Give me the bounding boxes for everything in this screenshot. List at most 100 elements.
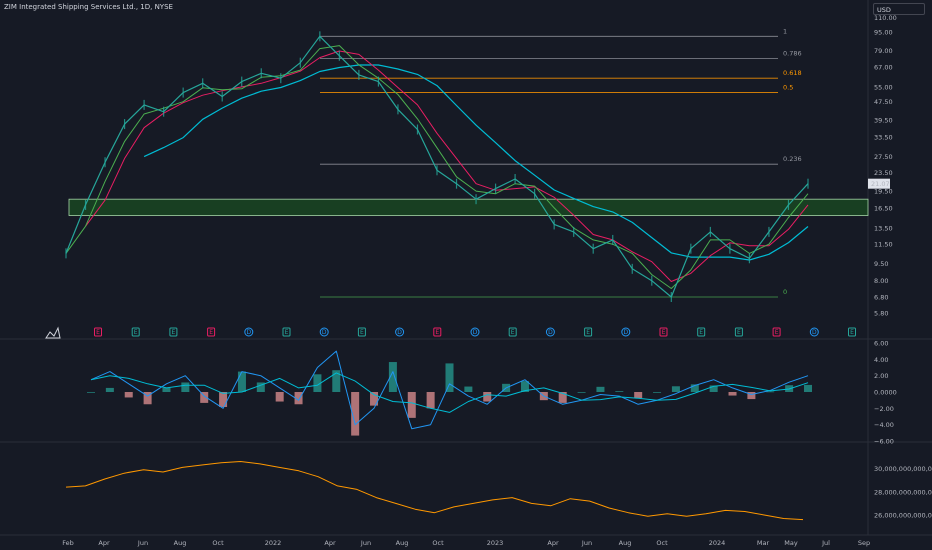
- event-marker-label: E: [850, 329, 854, 336]
- macd-histogram-bar: [332, 370, 341, 392]
- signal-line: [90, 372, 809, 413]
- event-marker-label: E: [662, 329, 666, 336]
- macd-axis-tick: 6.00: [874, 339, 888, 347]
- macd-histogram-bar: [634, 392, 643, 398]
- earnings-marker: [848, 327, 856, 337]
- macd-line: [90, 350, 809, 430]
- time-axis-tick: Jul: [821, 539, 830, 547]
- moving-average-mid: [85, 50, 809, 282]
- time-axis-tick: Jun: [581, 539, 592, 547]
- dividend-marker: [395, 327, 405, 337]
- dividend-marker: [244, 327, 254, 337]
- price-axis-tick: 47.50: [874, 98, 893, 106]
- price-axis-tick: 19.50: [874, 188, 893, 196]
- event-marker-label: D: [548, 329, 553, 336]
- macd-histogram-bar: [181, 382, 190, 392]
- event-marker-label: E: [737, 329, 741, 336]
- price-axis-tick: 79.00: [874, 47, 893, 55]
- time-axis-tick: Jun: [137, 539, 148, 547]
- symbol-title[interactable]: ZIM Integrated Shipping Services Ltd., 1…: [4, 3, 173, 11]
- time-axis-tick: Mar: [757, 539, 770, 547]
- fib-level-label: 0: [783, 288, 787, 296]
- price-axis-tick: 6.80: [874, 294, 888, 302]
- macd-histogram-bar: [445, 363, 454, 392]
- macd-histogram-bar: [596, 386, 605, 392]
- macd-histogram-bar: [105, 387, 114, 392]
- macd-histogram-bar: [766, 391, 775, 393]
- macd-axis-tick: 2.00: [874, 372, 888, 380]
- price-axis-tick: 13.50: [874, 225, 893, 233]
- dividend-marker: [319, 327, 329, 337]
- price-axis-tick: 95.00: [874, 29, 893, 37]
- time-axis-tick: Apr: [98, 539, 110, 547]
- macd-histogram-bar: [219, 392, 228, 407]
- earnings-marker: [433, 327, 442, 337]
- macd-histogram-bar: [237, 371, 246, 392]
- lower-panel-line: [65, 461, 804, 521]
- event-marker-label: D: [812, 329, 817, 336]
- macd-histogram-bar: [483, 392, 492, 402]
- earnings-marker: [131, 327, 140, 337]
- macd-histogram-bar: [709, 385, 718, 392]
- event-marker-label: E: [511, 329, 515, 336]
- price-axis-tick: 55.00: [874, 83, 893, 91]
- macd-histogram-bar: [671, 386, 680, 392]
- macd-histogram-bar: [200, 392, 209, 403]
- price-axis-tick: 39.50: [874, 117, 893, 125]
- time-axis-tick: Oct: [212, 539, 224, 547]
- event-marker-label: E: [209, 329, 213, 336]
- event-marker-label: E: [775, 329, 779, 336]
- macd-histogram-bar: [388, 362, 397, 392]
- price-axis-tick: 11.50: [874, 241, 893, 249]
- fib-level-label: 0.786: [783, 49, 802, 57]
- earnings-marker: [357, 327, 366, 337]
- macd-axis-tick: −2.00: [874, 405, 894, 413]
- earnings-marker: [169, 327, 178, 337]
- moving-average-slow: [143, 64, 809, 261]
- price-axis-tick: 5.80: [874, 310, 888, 318]
- earnings-marker: [282, 327, 291, 337]
- support-resistance-zone: [68, 198, 869, 216]
- earnings-marker: [207, 327, 216, 337]
- event-marker-label: E: [586, 329, 590, 336]
- macd-histogram-bar: [804, 384, 812, 392]
- tradingview-logo-icon: [45, 326, 61, 339]
- macd-axis-tick: −4.00: [874, 421, 894, 429]
- time-axis-tick: Sep: [858, 539, 870, 547]
- macd-histogram-bar: [747, 392, 756, 400]
- lower-axis-tick: 28,000,000,000,000.00: [874, 488, 932, 496]
- macd-histogram-bar: [426, 392, 435, 409]
- macd-histogram-bar: [370, 392, 379, 406]
- dividend-marker: [809, 327, 819, 337]
- event-marker-label: D: [246, 329, 251, 336]
- fib-level-label: 0.236: [783, 155, 802, 163]
- time-axis-tick: Oct: [656, 539, 668, 547]
- currency-selector[interactable]: USD: [873, 3, 925, 15]
- event-marker-label: E: [285, 329, 289, 336]
- earnings-marker: [697, 327, 706, 337]
- price-axis-tick: 23.50: [874, 169, 893, 177]
- price-axis-tick: 67.00: [874, 64, 893, 72]
- earnings-marker: [734, 327, 743, 337]
- time-axis-tick: 2024: [709, 539, 726, 547]
- event-marker-label: D: [623, 329, 628, 336]
- macd-axis-tick: 4.00: [874, 356, 888, 364]
- macd-histogram-bar: [162, 387, 171, 392]
- price-axis-tick: 110.00: [874, 14, 897, 22]
- price-axis-tick: 16.50: [874, 204, 893, 212]
- lower-axis-tick: 30,000,000,000,000.00: [874, 465, 932, 473]
- macd-axis-tick: −6.00: [874, 438, 894, 446]
- macd-histogram-bar: [313, 374, 322, 392]
- time-axis-tick: Aug: [396, 539, 409, 547]
- macd-histogram-bar: [87, 392, 95, 393]
- earnings-marker: [508, 327, 517, 337]
- dividend-marker: [470, 327, 480, 337]
- macd-histogram-bar: [275, 392, 284, 402]
- event-marker-label: D: [473, 329, 478, 336]
- fib-level-label: 0.618: [783, 69, 802, 77]
- earnings-marker: [772, 327, 781, 337]
- event-marker-label: E: [134, 329, 138, 336]
- event-marker-label: E: [172, 329, 176, 336]
- fib-level-label: 0.5: [783, 84, 793, 92]
